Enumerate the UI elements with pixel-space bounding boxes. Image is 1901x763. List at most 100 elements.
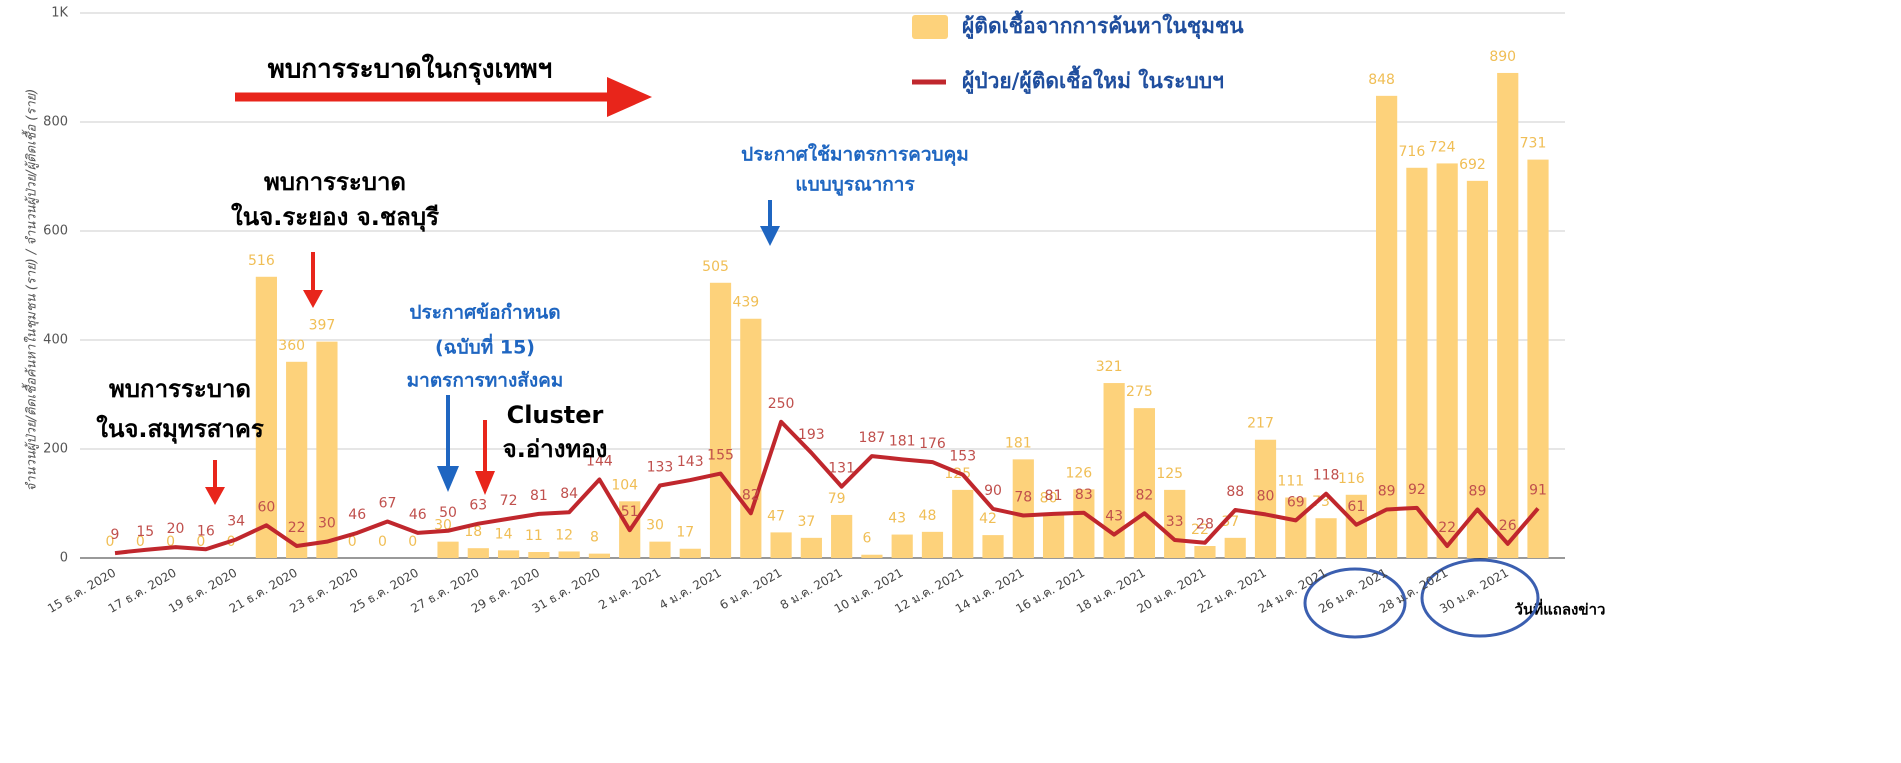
line-value-label: 15	[136, 524, 154, 540]
bar	[1073, 489, 1095, 558]
bar-value-label: 43	[888, 511, 906, 527]
bar-value-label: 14	[495, 526, 513, 542]
line-value-label: 81	[530, 488, 548, 504]
line-value-label: 33	[1166, 514, 1184, 530]
bar-value-label: 716	[1399, 144, 1426, 160]
line-value-label: 30	[318, 516, 336, 532]
arrow-head	[205, 487, 225, 505]
legend-swatch	[912, 15, 948, 39]
bar-value-label: 0	[408, 534, 417, 550]
bar	[1042, 514, 1065, 558]
bar-value-label: 0	[348, 534, 357, 550]
line-value-label: 193	[798, 427, 825, 443]
bar-value-label: 321	[1096, 359, 1123, 375]
bar	[891, 534, 913, 558]
bar-value-label: 360	[278, 338, 305, 354]
line-value-label: 46	[348, 507, 366, 523]
line-value-label: 92	[1408, 482, 1426, 498]
bar-value-label: 439	[732, 295, 759, 311]
line-value-label: 144	[586, 454, 613, 470]
bar	[1224, 537, 1246, 558]
bar-value-label: 0	[136, 534, 145, 550]
line-value-label: 181	[889, 433, 916, 449]
line-value-label: 89	[1378, 483, 1396, 499]
bar	[1466, 180, 1489, 559]
bar-value-label: 48	[919, 508, 937, 524]
bar-value-label: 17	[676, 525, 694, 541]
line-value-label: 60	[257, 499, 275, 515]
line-value-label: 133	[647, 460, 674, 476]
bar-value-label: 47	[767, 508, 785, 524]
line-value-label: 118	[1313, 468, 1340, 484]
x-axis-label: วันที่แถลงข่าว	[1515, 599, 1606, 619]
bar	[1315, 518, 1337, 558]
y-tick-label: 0	[60, 551, 68, 566]
line-value-label: 84	[560, 486, 578, 502]
x-tick-label: 31 ธ.ค. 2020	[529, 566, 602, 616]
bar	[740, 318, 762, 558]
bar	[709, 282, 732, 558]
bar	[1012, 459, 1034, 558]
line-value-label: 83	[1075, 487, 1093, 503]
legend-label: ผู้ป่วย/ผู้ติดเชื้อใหม่ ในระบบฯ	[962, 65, 1224, 95]
bar	[528, 552, 550, 558]
bar-value-label: 18	[464, 524, 482, 540]
bar	[316, 341, 338, 558]
x-tick-label: 30 ม.ค. 2021	[1437, 566, 1511, 617]
line-value-label: 89	[1469, 483, 1487, 499]
bar-value-label: 125	[1156, 466, 1183, 482]
highlight-ellipse	[1420, 558, 1540, 638]
bar-value-label: 0	[196, 534, 205, 550]
bar	[286, 361, 308, 558]
line-value-label: 88	[1226, 484, 1244, 500]
bar-value-label: 275	[1126, 384, 1153, 400]
y-tick-label: 400	[43, 333, 68, 348]
bar	[558, 551, 580, 558]
bar	[952, 489, 974, 558]
bar-value-label: 11	[525, 528, 543, 544]
annotation: ประกาศข้อกำหนด	[409, 302, 560, 324]
bar-value-label: 692	[1459, 157, 1486, 173]
bar	[1527, 159, 1549, 559]
line-value-label: 63	[469, 498, 487, 514]
bar	[1436, 163, 1458, 559]
annotation: ในจ.สมุทรสาคร	[96, 414, 264, 445]
bar	[649, 541, 671, 558]
bar	[437, 541, 459, 558]
bar-value-label: 42	[979, 511, 997, 527]
line-value-label: 82	[742, 487, 760, 503]
bar	[1497, 72, 1519, 558]
line-value-label: 43	[1105, 509, 1123, 525]
bar-value-label: 0	[166, 534, 175, 550]
line-value-label: 34	[227, 513, 245, 529]
arrow-head	[607, 77, 652, 117]
line-series	[114, 419, 1540, 556]
bar-value-label: 731	[1520, 136, 1547, 152]
bar-value-label: 30	[646, 518, 664, 534]
bar-value-label: 22	[1191, 522, 1209, 538]
bar	[1285, 497, 1307, 558]
bar	[831, 514, 853, 558]
bar	[1406, 167, 1428, 558]
x-tick-label: 6 ม.ค. 2021	[717, 566, 784, 613]
bar	[861, 554, 883, 558]
bar	[255, 276, 277, 558]
bar-value-label: 217	[1247, 416, 1274, 432]
annotation: (ฉบับที่ 15)	[435, 334, 535, 359]
line-value-label: 90	[984, 483, 1002, 499]
bar-value-label: 12	[555, 527, 573, 543]
line-value-label: 28	[1196, 517, 1214, 533]
x-tick-label: 2 ม.ค. 2021	[596, 566, 663, 613]
line-value-label: 81	[1045, 488, 1063, 504]
bar	[1376, 95, 1398, 558]
bar	[982, 535, 1004, 558]
line-value-label: 16	[197, 523, 215, 539]
bar	[800, 537, 822, 558]
bar	[1194, 546, 1216, 558]
bar-value-label: 0	[378, 534, 387, 550]
y-tick-label: 800	[43, 115, 68, 130]
line-value-label: 20	[167, 521, 185, 537]
annotation: จ.อ่างทอง	[503, 435, 608, 463]
line-value-label: 72	[500, 493, 518, 509]
